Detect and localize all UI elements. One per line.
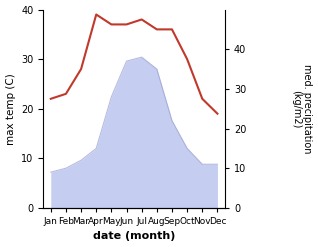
X-axis label: date (month): date (month) xyxy=(93,231,175,242)
Y-axis label: max temp (C): max temp (C) xyxy=(5,73,16,144)
Y-axis label: med. precipitation
(kg/m2): med. precipitation (kg/m2) xyxy=(291,64,313,153)
